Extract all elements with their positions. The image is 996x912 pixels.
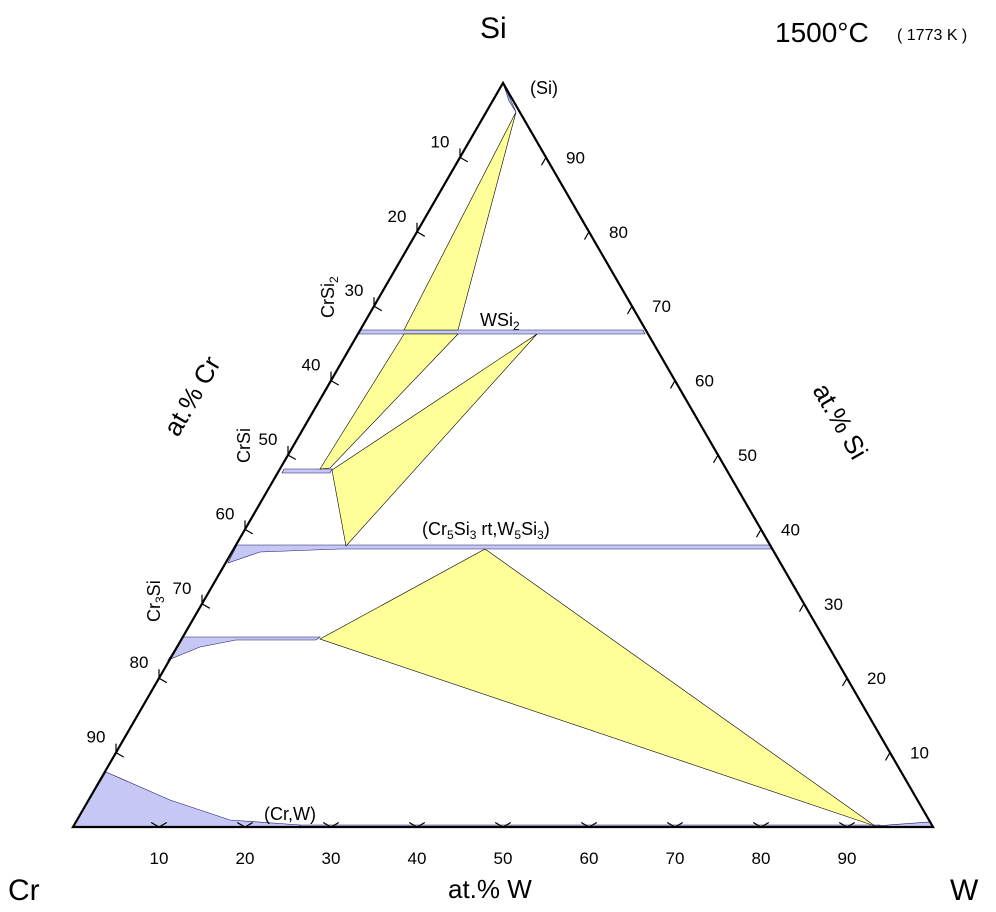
tick-mark-si-60 <box>669 372 676 389</box>
tick-label-w-10: 10 <box>150 849 169 868</box>
phase-regions <box>72 82 934 828</box>
tick-mark-cr-20 <box>416 222 426 237</box>
three-phase-triangle-cr3si-m5si3-crw <box>319 548 876 827</box>
tick-mark-si-50 <box>712 446 719 464</box>
tick-label-w-50: 50 <box>494 849 513 868</box>
tick-marks <box>115 148 891 828</box>
tick-label-cr-60: 60 <box>216 504 235 523</box>
tick-label-si-80: 80 <box>609 223 628 242</box>
tick-mark-w-50 <box>494 821 512 828</box>
corner-label-cr: Cr <box>8 874 40 907</box>
tick-label-cr-40: 40 <box>302 356 321 375</box>
phase-label-wsi2: WSi2 <box>480 310 520 333</box>
tick-label-w-90: 90 <box>838 849 857 868</box>
tick-label-si-50: 50 <box>738 446 757 465</box>
corner-label-si: Si <box>480 12 507 45</box>
tick-mark-w-30 <box>322 821 340 828</box>
tick-label-cr-20: 20 <box>388 207 407 226</box>
axis-title-w: at.% W <box>448 874 532 904</box>
tick-label-si-90: 90 <box>566 148 585 167</box>
tick-label-cr-70: 70 <box>173 579 192 598</box>
tick-mark-cr-50 <box>287 446 297 461</box>
corner-label-w: W <box>950 874 979 907</box>
tick-label-cr-10: 10 <box>431 132 450 151</box>
single-phase-region-crsi <box>281 468 333 474</box>
tick-label-w-40: 40 <box>408 849 427 868</box>
tick-label-si-40: 40 <box>781 520 800 539</box>
tick-label-si-30: 30 <box>824 595 843 614</box>
triangle-frame <box>71 80 935 829</box>
three-phase-triangle-crsi-m5si3-wsi2 <box>331 333 538 547</box>
tick-label-w-20: 20 <box>236 849 255 868</box>
tick-mark-cr-80 <box>158 669 168 684</box>
tick-mark-cr-10 <box>459 148 469 163</box>
tick-mark-cr-60 <box>244 520 254 535</box>
tick-mark-w-60 <box>580 821 598 828</box>
tick-mark-si-90 <box>540 149 547 166</box>
tick-mark-w-80 <box>752 821 770 828</box>
tick-label-cr-80: 80 <box>130 653 149 672</box>
tick-mark-w-10 <box>150 821 168 828</box>
tick-mark-si-80 <box>583 223 590 240</box>
phase-label-m5si3: (Cr5Si3 rt,W5Si3) <box>422 519 550 542</box>
axis-title-si: at.% Si <box>807 378 874 464</box>
tick-mark-cr-40 <box>330 371 340 386</box>
tick-mark-cr-30 <box>373 297 383 312</box>
tick-label-w-30: 30 <box>322 849 341 868</box>
phase-label-si: (Si) <box>530 78 558 98</box>
tick-label-si-60: 60 <box>695 372 714 391</box>
tick-label-si-70: 70 <box>652 297 671 316</box>
tick-label-si-20: 20 <box>867 669 886 688</box>
tick-mark-si-10 <box>884 744 891 761</box>
tick-label-w-70: 70 <box>666 849 685 868</box>
phase-label-cr3si: Cr3Si <box>144 580 167 622</box>
tick-label-cr-50: 50 <box>259 430 278 449</box>
tick-mark-w-90 <box>838 821 856 828</box>
phase-label-crsi: CrSi <box>234 428 254 463</box>
single-phase-region-disilicides <box>358 329 646 335</box>
three-phase-triangle-crsi-crsi2-wsi2 <box>319 333 459 470</box>
phase-label-crsi2: CrSi2 <box>318 276 341 318</box>
tick-mark-si-30 <box>798 595 805 612</box>
tick-label-w-60: 60 <box>580 849 599 868</box>
tick-mark-w-20 <box>236 821 254 828</box>
tick-label-si-10: 10 <box>910 744 929 763</box>
tick-label-cr-30: 30 <box>345 281 364 300</box>
tick-mark-cr-90 <box>115 743 125 758</box>
tick-mark-w-70 <box>666 821 684 828</box>
single-phase-region-cr3si <box>167 636 321 661</box>
tick-mark-si-40 <box>755 521 762 538</box>
temperature-kelvin: ( 1773 K ) <box>897 27 967 44</box>
triangle-outline <box>71 80 935 829</box>
temperature-celsius: 1500°C <box>775 17 869 48</box>
tick-label-cr-90: 90 <box>87 728 106 747</box>
axis-title-cr: at.% Cr <box>157 351 226 441</box>
phase-label-crw: (Cr,W) <box>264 804 316 824</box>
three-phase-triangle-disilicides-si <box>403 111 517 331</box>
tick-mark-si-70 <box>626 298 633 315</box>
tick-label-w-80: 80 <box>752 849 771 868</box>
tick-mark-cr-70 <box>201 594 211 609</box>
tick-mark-w-40 <box>408 821 426 828</box>
tick-mark-si-20 <box>841 670 848 687</box>
